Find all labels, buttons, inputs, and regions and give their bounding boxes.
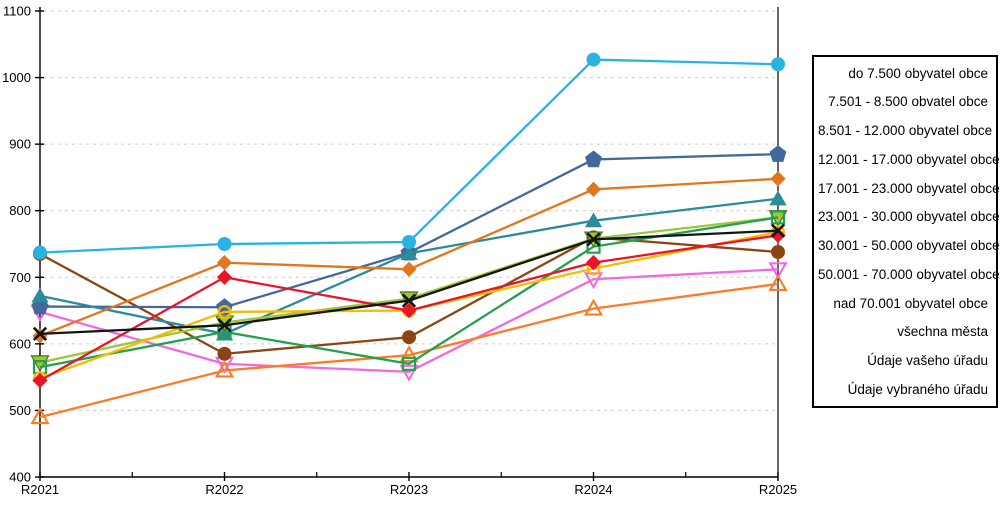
point-marker xyxy=(33,245,47,260)
y-tick-label: 600 xyxy=(9,336,31,351)
x-tick-label: R2021 xyxy=(21,482,59,497)
x-tick-label: R2024 xyxy=(574,482,612,497)
point-marker xyxy=(217,237,232,251)
point-marker xyxy=(585,255,602,271)
legend-item: 23.001 - 30.000 obyvatel obce xyxy=(818,209,1000,225)
point-marker xyxy=(770,223,786,238)
y-tick-label: 700 xyxy=(9,270,31,285)
y-tick-label: 900 xyxy=(9,137,31,152)
x-tick-label: R2022 xyxy=(205,482,243,497)
point-marker xyxy=(768,274,788,291)
legend-item: Údaje vybraného úřadu xyxy=(847,381,988,397)
point-marker xyxy=(585,150,602,168)
point-marker xyxy=(771,57,785,72)
legend-item: všechna města xyxy=(897,324,988,340)
legend-item: nad 70.001 obyvatel obce xyxy=(833,295,988,311)
point-marker xyxy=(217,346,232,361)
point-marker xyxy=(216,269,233,285)
legend-item: do 7.500 obyvatel obce xyxy=(848,65,988,81)
point-marker xyxy=(32,328,48,344)
point-marker xyxy=(400,245,418,260)
point-marker xyxy=(215,325,234,341)
point-marker xyxy=(584,212,603,228)
y-tick-label: 800 xyxy=(9,203,31,218)
legend-item: 12.001 - 17.000 obyvatel obce xyxy=(818,151,1000,167)
x-tick-label: R2025 xyxy=(759,482,797,497)
point-marker xyxy=(771,244,785,259)
y-tick-label: 500 xyxy=(9,403,31,418)
y-tick-label: 1100 xyxy=(3,4,31,19)
point-marker xyxy=(30,407,50,425)
point-marker xyxy=(401,356,417,371)
point-marker xyxy=(586,232,601,247)
point-marker xyxy=(585,181,602,198)
point-marker xyxy=(30,355,50,372)
x-tick-label: R2023 xyxy=(390,482,428,497)
legend-box: do 7.500 obyvatel obce 7.501 - 8.500 obva… xyxy=(812,55,1000,408)
point-marker xyxy=(217,318,232,333)
legend-item: Údaje vašeho úřadu xyxy=(867,353,988,369)
point-marker xyxy=(214,360,235,378)
point-marker xyxy=(216,255,233,271)
point-marker xyxy=(401,293,417,308)
point-marker xyxy=(769,190,787,206)
y-tick-label: 400 xyxy=(9,470,31,485)
legend-item: 7.501 - 8.500 obvatel obce xyxy=(828,94,988,110)
point-marker xyxy=(770,171,786,187)
point-marker xyxy=(402,235,416,250)
point-marker xyxy=(32,326,48,341)
legend-item: 17.001 - 23.000 obyvatel obce xyxy=(818,180,1000,196)
point-marker xyxy=(401,302,417,319)
point-marker xyxy=(399,345,419,363)
legend-item: 30.001 - 50.000 obyvatel obce xyxy=(818,238,1000,254)
point-marker xyxy=(217,304,232,319)
point-marker xyxy=(768,262,788,280)
point-marker xyxy=(583,298,604,316)
point-marker xyxy=(586,52,601,67)
series-line xyxy=(39,282,779,419)
legend-item: 50.001 - 70.000 obyvatel obce xyxy=(818,266,1000,282)
series-line xyxy=(39,268,779,373)
point-marker xyxy=(401,261,417,277)
point-marker xyxy=(32,372,48,389)
point-marker xyxy=(769,145,787,162)
legend-item: 8.501 - 12.000 obyvatel obce xyxy=(818,123,993,139)
series-line xyxy=(39,58,779,254)
y-tick-label: 1000 xyxy=(2,70,31,85)
point-marker xyxy=(399,364,419,382)
point-marker xyxy=(402,330,416,345)
point-marker xyxy=(770,210,786,225)
point-marker xyxy=(31,287,49,303)
